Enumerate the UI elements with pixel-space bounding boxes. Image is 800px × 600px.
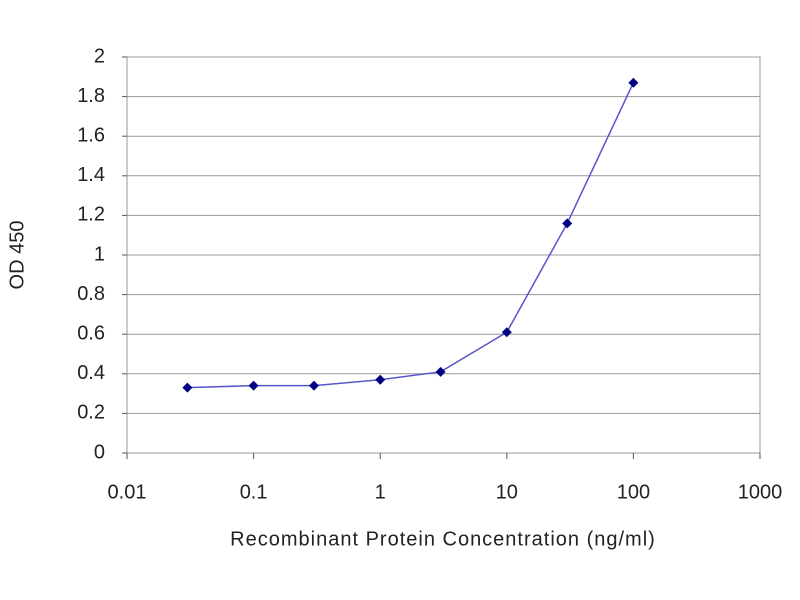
y-axis-label: OD 450 [6,221,28,290]
data-point [309,380,320,391]
data-point [435,366,446,377]
x-tick-label: 100 [617,481,650,503]
y-tick-label: 1.6 [77,124,105,146]
data-point [562,218,573,229]
data-point [375,374,386,385]
data-line [187,82,635,389]
x-axis-label: Recombinant Protein Concentration (ng/ml… [230,528,656,550]
data-point [628,77,639,88]
y-tick-label: 0.2 [77,402,105,424]
y-tick-label: 0 [94,441,105,463]
y-tick-label: 0.8 [77,283,105,305]
x-tick-label: 0.1 [240,481,268,503]
data-point [248,380,259,391]
x-tick-label: 0.01 [108,481,147,503]
y-tick-label: 2 [94,45,105,67]
data-point [182,382,193,393]
data-point [501,327,512,338]
x-tick-label: 1000 [738,481,783,503]
x-tick-label: 1 [375,481,386,503]
y-tick-label: 1.2 [77,204,105,226]
y-tick-label: 0.6 [77,322,105,344]
y-tick-label: 1 [94,243,105,265]
y-tick-label: 1.8 [77,85,105,107]
x-tick-label: 10 [496,481,518,503]
y-tick-label: 0.4 [77,362,105,384]
y-tick-label: 1.4 [77,164,105,186]
